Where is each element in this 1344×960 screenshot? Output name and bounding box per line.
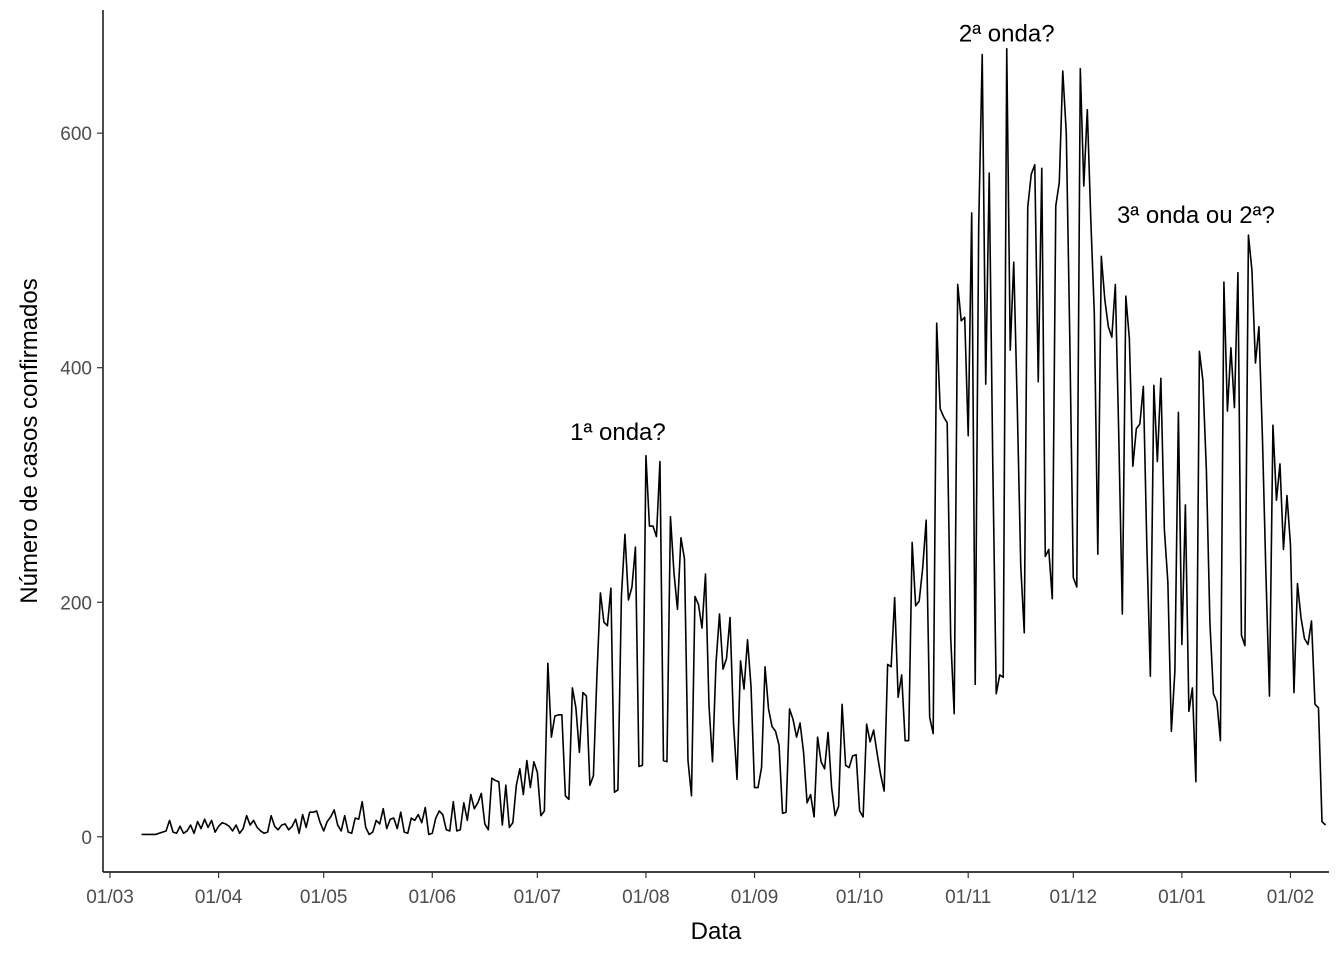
series-line-confirmed-cases [141,47,1327,836]
x-tick-label: 01/08 [622,887,670,908]
annotation-label: 3ª onda ou 2ª? [1117,202,1275,229]
x-tick-label: 01/05 [300,887,348,908]
x-tick-label: 01/12 [1050,887,1098,908]
x-tick-label: 01/06 [408,887,456,908]
x-tick-label: 01/07 [514,887,562,908]
y-ticks: 0 200 400 600 [60,124,103,849]
y-tick-label: 600 [60,124,92,145]
x-axis-title: Data [691,918,742,945]
annotations: 1ª onda? 2ª onda? 3ª onda ou 2ª? [570,20,1275,446]
x-tick-label: 01/01 [1158,887,1206,908]
y-axis-title: Número de casos confirmados [16,278,43,603]
y-tick-label: 200 [60,593,92,614]
x-tick-label: 01/09 [731,887,779,908]
x-tick-label: 01/03 [86,887,134,908]
x-tick-label: 01/04 [195,887,243,908]
y-tick-label: 400 [60,359,92,380]
x-ticks: 01/03 01/04 01/05 01/06 01/07 01/08 01/09 01/10… [86,872,1314,908]
y-tick-label: 0 [81,828,92,849]
x-tick-label: 01/10 [836,887,884,908]
annotation-label: 2ª onda? [959,20,1055,47]
x-tick-label: 01/02 [1267,887,1315,908]
x-tick-label: 01/11 [945,887,991,908]
annotation-label: 1ª onda? [570,419,666,446]
